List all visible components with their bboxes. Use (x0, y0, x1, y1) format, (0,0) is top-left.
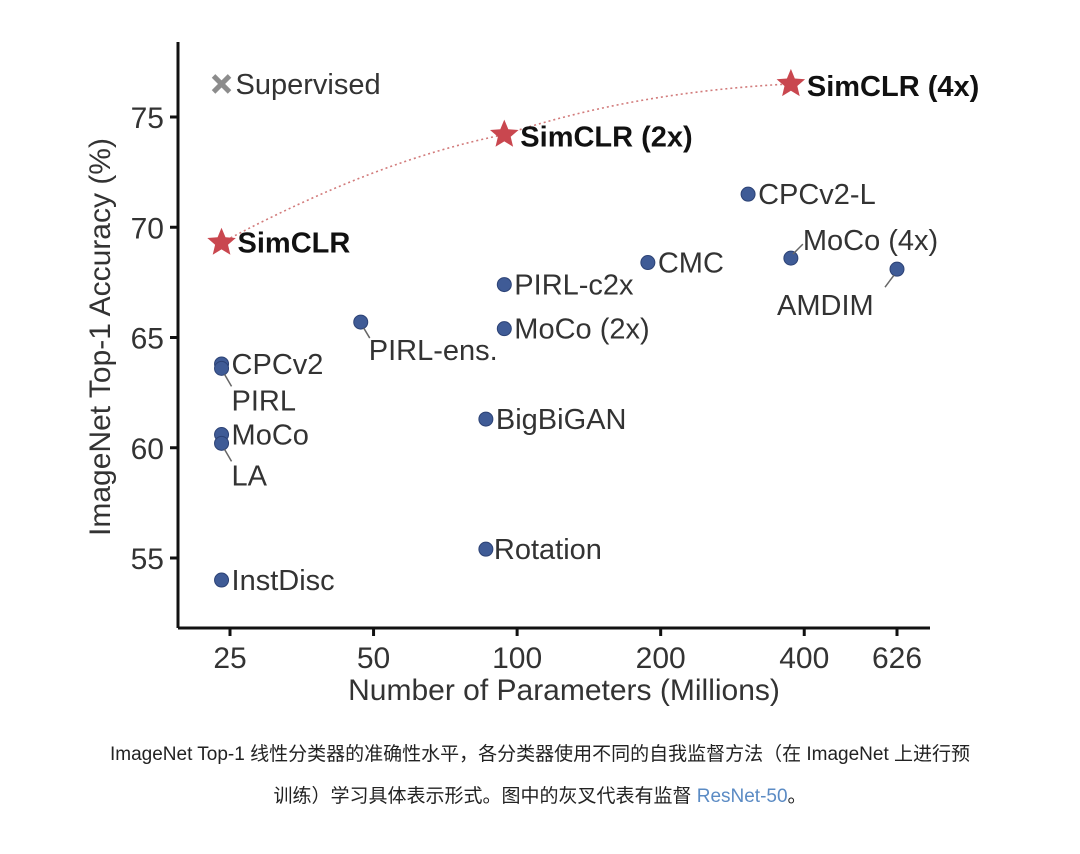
y-tick-label-60: 60 (131, 433, 164, 466)
point-instdisc (214, 572, 230, 588)
caption-text-2: 训练）学习具体表示形式。图中的灰叉代表有监督 (273, 786, 697, 807)
point-simclr-2x (490, 119, 519, 147)
point-rotation (478, 541, 494, 557)
x-tick-label-25: 25 (213, 642, 246, 675)
x-tick-label-100: 100 (492, 642, 542, 675)
label-cpcv2: CPCv2 (232, 349, 324, 381)
point-la (214, 435, 230, 451)
x-tick-label-200: 200 (636, 642, 686, 675)
leader-pirl-ens (363, 327, 371, 339)
point-bigbigan (478, 411, 494, 427)
figure-caption-line1: ImageNet Top-1 线性分类器的准确性水平，各分类器使用不同的自我监督… (0, 739, 1080, 766)
point-supervised (211, 74, 232, 94)
chart-points (207, 68, 905, 588)
leader-moco-4x (792, 243, 804, 255)
label-simclr: SimCLR (238, 228, 351, 260)
label-simclr-4x: SimCLR (4x) (807, 71, 979, 103)
label-supervised: Supervised (236, 69, 381, 101)
resnet-link[interactable]: ResNet-50 (696, 786, 788, 807)
chart-axes: 55 60 65 70 75 25 50 100 200 400 626 Number of Para… (84, 42, 930, 707)
label-moco-2x: MoCo (2x) (514, 314, 649, 346)
point-moco-2x (496, 321, 512, 337)
point-pirl-c2x (496, 277, 512, 293)
x-tick-label-626: 626 (872, 642, 922, 675)
label-instdisc: InstDisc (232, 565, 335, 597)
y-tick-label-70: 70 (131, 212, 164, 245)
label-simclr-2x: SimCLR (2x) (520, 122, 692, 154)
label-moco-4x: MoCo (4x) (803, 225, 938, 257)
label-la: LA (232, 460, 268, 492)
point-simclr-4x (776, 68, 806, 97)
point-cmc (640, 255, 656, 271)
caption-text-1: ImageNet Top-1 线性分类器的准确性水平，各分类器使用不同的自我监督… (109, 744, 971, 765)
point-simclr (207, 227, 236, 255)
label-cpcv2-l: CPCv2-L (758, 179, 876, 211)
label-moco: MoCo (232, 420, 309, 452)
label-bigbigan: BigBiGAN (496, 404, 627, 436)
x-axis-title: Number of Parameters (Millions) (348, 674, 780, 707)
point-labels: Supervised SimCLR SimCLR (2x) SimCLR (4x) CP… (223, 69, 979, 597)
point-cpcv2-l (740, 186, 756, 202)
point-amdim (889, 261, 905, 277)
label-rotation: Rotation (494, 534, 602, 566)
leader-pirl (223, 373, 233, 387)
y-axis-title: ImageNet Top-1 Accuracy (%) (84, 138, 117, 536)
point-moco-4x (783, 250, 799, 266)
point-pirl (214, 360, 230, 376)
scatter-chart: 55 60 65 70 75 25 50 100 200 400 626 Number of Para… (84, 42, 979, 707)
simclr-trend-line (221, 83, 791, 244)
figure-caption-line2: 训练）学习具体表示形式。图中的灰叉代表有监督 ResNet-50。 (0, 781, 1080, 808)
y-tick-label-75: 75 (131, 102, 164, 135)
x-tick-label-400: 400 (779, 642, 829, 675)
label-cmc: CMC (658, 248, 724, 280)
leader-amdim (884, 274, 895, 288)
point-supervised-stroke-b (211, 74, 232, 94)
label-pirl-ens: PIRL-ens. (369, 335, 498, 367)
caption-text-3: 。 (787, 786, 807, 807)
leader-la (223, 448, 233, 462)
label-amdim: AMDIM (777, 290, 874, 322)
label-pirl-c2x: PIRL-c2x (514, 270, 634, 302)
simclr-trend-path (221, 83, 791, 244)
point-pirl-ens (353, 314, 369, 330)
y-tick-label-65: 65 (131, 323, 164, 356)
label-pirl: PIRL (232, 385, 296, 417)
y-tick-label-55: 55 (131, 543, 164, 576)
x-tick-label-50: 50 (357, 642, 390, 675)
